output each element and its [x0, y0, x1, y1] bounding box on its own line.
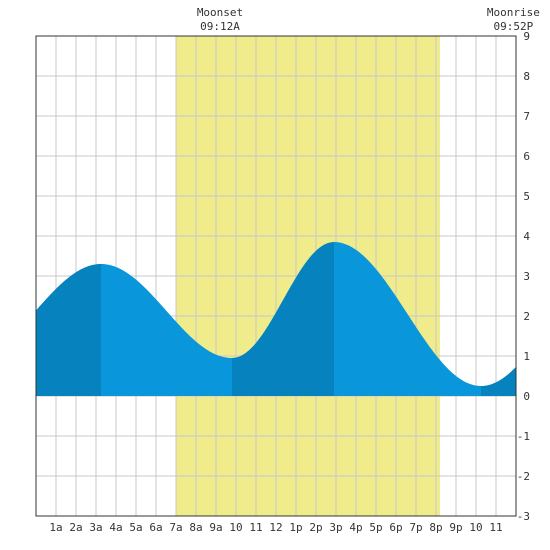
falling-tide-segment	[101, 264, 232, 396]
x-tick-label: 3a	[89, 521, 102, 534]
x-tick-label: 9p	[449, 521, 462, 534]
x-tick-label: 4p	[349, 521, 362, 534]
x-tick-label: 8p	[429, 521, 442, 534]
x-axis-ticks: 1a 2a 3a 4a 5a 6a 7a 8a 9a 10 11 12 1p 2p 3p 4p 5p 6p 7p 8p…	[49, 521, 502, 534]
y-tick-label: 4	[523, 230, 530, 243]
moon-event-time: 09:52P	[494, 20, 534, 33]
moon-event-time: 09:12A	[200, 20, 240, 33]
x-tick-label: 2a	[69, 521, 82, 534]
x-tick-label: 10	[229, 521, 242, 534]
x-tick-label: 9a	[209, 521, 222, 534]
y-tick-label: -3	[517, 510, 530, 523]
x-tick-label: 5p	[369, 521, 382, 534]
x-tick-label: 11	[249, 521, 262, 534]
y-tick-label: 6	[523, 150, 530, 163]
rising-tide-segment	[481, 366, 516, 396]
x-tick-label: 10	[469, 521, 482, 534]
y-tick-label: 3	[523, 270, 530, 283]
x-tick-label: 6p	[389, 521, 402, 534]
x-tick-label: 7p	[409, 521, 422, 534]
y-tick-label: -1	[517, 430, 530, 443]
y-tick-label: 0	[523, 390, 530, 403]
y-tick-label: 7	[523, 110, 530, 123]
falling-tide-segment	[334, 242, 481, 396]
x-tick-label: 3p	[329, 521, 342, 534]
x-tick-label: 8a	[189, 521, 202, 534]
y-tick-label: 8	[523, 70, 530, 83]
moon-event-name: Moonrise	[487, 6, 540, 19]
y-tick-label: 5	[523, 190, 530, 203]
x-tick-label: 1p	[289, 521, 302, 534]
plot-frame	[35, 35, 517, 517]
x-tick-label: 5a	[129, 521, 142, 534]
tide-area	[36, 242, 516, 396]
x-tick-label: 6a	[149, 521, 162, 534]
x-tick-label: 7a	[169, 521, 182, 534]
x-tick-label: 1a	[49, 521, 62, 534]
x-tick-label: 11	[489, 521, 502, 534]
x-tick-label: 4a	[109, 521, 122, 534]
x-tick-label: 2p	[309, 521, 322, 534]
y-axis-ticks: 9 8 7 6 5 4 3 2 1 0 -1 -2 -3	[517, 30, 531, 523]
rising-tide-segment	[36, 264, 101, 396]
x-tick-label: 12	[269, 521, 282, 534]
y-tick-label: 9	[523, 30, 530, 43]
rising-tide-segment	[232, 242, 334, 396]
moon-event-name: Moonset	[197, 6, 243, 19]
y-tick-label: -2	[517, 470, 530, 483]
y-tick-label: 2	[523, 310, 530, 323]
y-tick-label: 1	[523, 350, 530, 363]
